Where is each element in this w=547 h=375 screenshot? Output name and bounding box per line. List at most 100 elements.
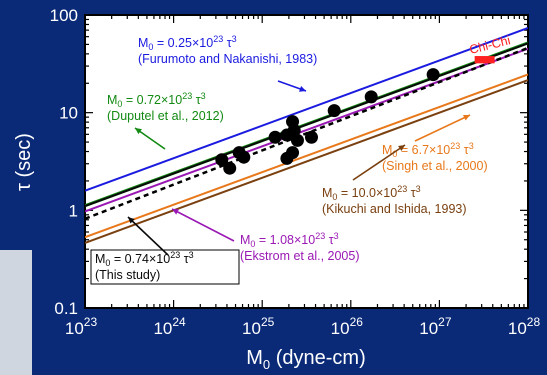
annotation-arrowhead xyxy=(299,86,306,92)
citation-label: (Duputel et al., 2012) xyxy=(107,109,224,123)
minor-ticks xyxy=(84,15,528,309)
label-sub: 0 xyxy=(117,99,122,109)
scaling-law-label: M0 = 0.72×1023 τ3 xyxy=(107,91,206,109)
data-point xyxy=(304,130,318,144)
x-tick-label-exp: 28 xyxy=(527,315,541,329)
annotations: M0 = 0.25×1023 τ3(Furumoto and Nakanishi… xyxy=(90,34,488,285)
chi-chi-highlight xyxy=(474,56,495,64)
x-tick-label-base: 10 xyxy=(65,319,84,338)
scaling-line xyxy=(85,27,528,192)
x-tick-label: 1024 xyxy=(153,315,186,338)
y-tick-label: 100 xyxy=(50,6,78,25)
label-end-exp: 3 xyxy=(189,250,194,260)
y-tick-label: 10 xyxy=(59,104,78,123)
x-tick-label: 1025 xyxy=(242,315,275,338)
scaling-line xyxy=(85,47,528,213)
annotation-arrowhead xyxy=(463,114,470,121)
label-end-exp: 3 xyxy=(201,91,206,101)
this-study-box xyxy=(90,249,240,285)
scaling-law-label: M0 = 6.7×1023 τ3 xyxy=(382,141,474,159)
label-m: M xyxy=(240,233,250,247)
label-end-exp: 3 xyxy=(232,34,237,44)
label-mid: = 0.74×10 xyxy=(110,252,170,266)
data-point xyxy=(287,123,301,137)
citation-label: (Furumoto and Nakanishi, 1983) xyxy=(138,52,317,66)
label-exp: 23 xyxy=(213,34,223,44)
annotation-arrowhead xyxy=(135,128,142,135)
data-point xyxy=(268,130,282,144)
annotation-arrow xyxy=(414,114,471,142)
scaling-law-label: M0 = 10.0×1023 τ3 xyxy=(322,184,421,202)
x-axis-title: M0 (dyne-cm) xyxy=(246,347,365,372)
annotation-arrow xyxy=(127,216,169,256)
data-point xyxy=(215,153,229,167)
label-sub: 0 xyxy=(105,258,110,268)
annotation-arrowhead xyxy=(172,209,179,215)
scaling-line xyxy=(85,42,528,208)
label-end: τ xyxy=(223,36,231,50)
label-exp: 23 xyxy=(397,184,407,194)
label-m: M xyxy=(107,93,117,107)
label-end: τ xyxy=(325,233,333,247)
label-end: τ xyxy=(180,252,188,266)
x-tick-label-base: 10 xyxy=(242,319,261,338)
data-point xyxy=(290,133,304,147)
label-exp: 23 xyxy=(315,231,325,241)
label-m: M xyxy=(138,36,148,50)
data-point xyxy=(426,68,440,82)
x-tick-label-exp: 23 xyxy=(84,315,98,329)
x-tick-label-base: 10 xyxy=(153,319,172,338)
label-mid: = 6.7×10 xyxy=(397,143,450,157)
citation-label: (Kikuchi and Ishida, 1993) xyxy=(322,202,467,216)
label-end: τ xyxy=(192,93,200,107)
x-tick-label-base: 10 xyxy=(331,319,350,338)
label-mid: = 10.0×10 xyxy=(337,186,397,200)
scaling-law-label: M0 = 1.08×1023 τ3 xyxy=(240,231,339,249)
label-sub: 0 xyxy=(250,239,255,249)
x-tick-label: 1026 xyxy=(331,315,364,338)
data-point xyxy=(327,104,341,118)
label-m: M xyxy=(95,252,105,266)
x-tick-label: 1028 xyxy=(508,315,541,338)
label-m: M xyxy=(382,143,392,157)
label-end-exp: 3 xyxy=(416,184,421,194)
left-background-strip xyxy=(0,250,32,375)
label-sub: 0 xyxy=(148,42,153,52)
scaling-law-label: M0 = 0.74×1023 τ3 xyxy=(95,250,194,268)
data-point xyxy=(286,146,300,160)
annotation-arrowhead xyxy=(128,217,135,224)
x-tick-label-exp: 26 xyxy=(350,315,364,329)
annotation-arrow xyxy=(171,208,235,242)
y-tick-label: 1 xyxy=(69,201,78,220)
label-exp: 23 xyxy=(170,250,180,260)
y-tick-label: 0.1 xyxy=(54,299,78,318)
annotation-arrowhead xyxy=(398,145,405,152)
label-mid: = 1.08×10 xyxy=(255,233,315,247)
data-point xyxy=(237,150,251,164)
label-end-exp: 3 xyxy=(469,141,474,151)
x-tick-label-exp: 25 xyxy=(261,315,275,329)
citation-label: (This study) xyxy=(95,268,160,282)
label-sub: 0 xyxy=(392,149,397,159)
label-exp: 23 xyxy=(450,141,460,151)
label-end-exp: 3 xyxy=(334,231,339,241)
data-points xyxy=(215,68,440,175)
x-tick-label-exp: 27 xyxy=(438,315,452,329)
data-point xyxy=(223,161,237,175)
annotation-arrow xyxy=(352,144,406,181)
x-tick-label: 1023 xyxy=(65,315,98,338)
x-tick-label: 1027 xyxy=(419,315,452,338)
x-tick-label-base: 10 xyxy=(419,319,438,338)
citation-label: (Singh et al., 2000) xyxy=(382,159,488,173)
label-m: M xyxy=(322,186,332,200)
x-tick-label-base: 10 xyxy=(508,319,527,338)
citation-label: (Ekstrom et al., 2005) xyxy=(240,249,360,263)
label-end: τ xyxy=(460,143,468,157)
scaling-line xyxy=(85,79,528,244)
label-mid: = 0.25×10 xyxy=(153,36,213,50)
scaling-line xyxy=(85,73,528,239)
data-point xyxy=(364,90,378,104)
y-axis-title: τ (sec) xyxy=(13,133,35,191)
